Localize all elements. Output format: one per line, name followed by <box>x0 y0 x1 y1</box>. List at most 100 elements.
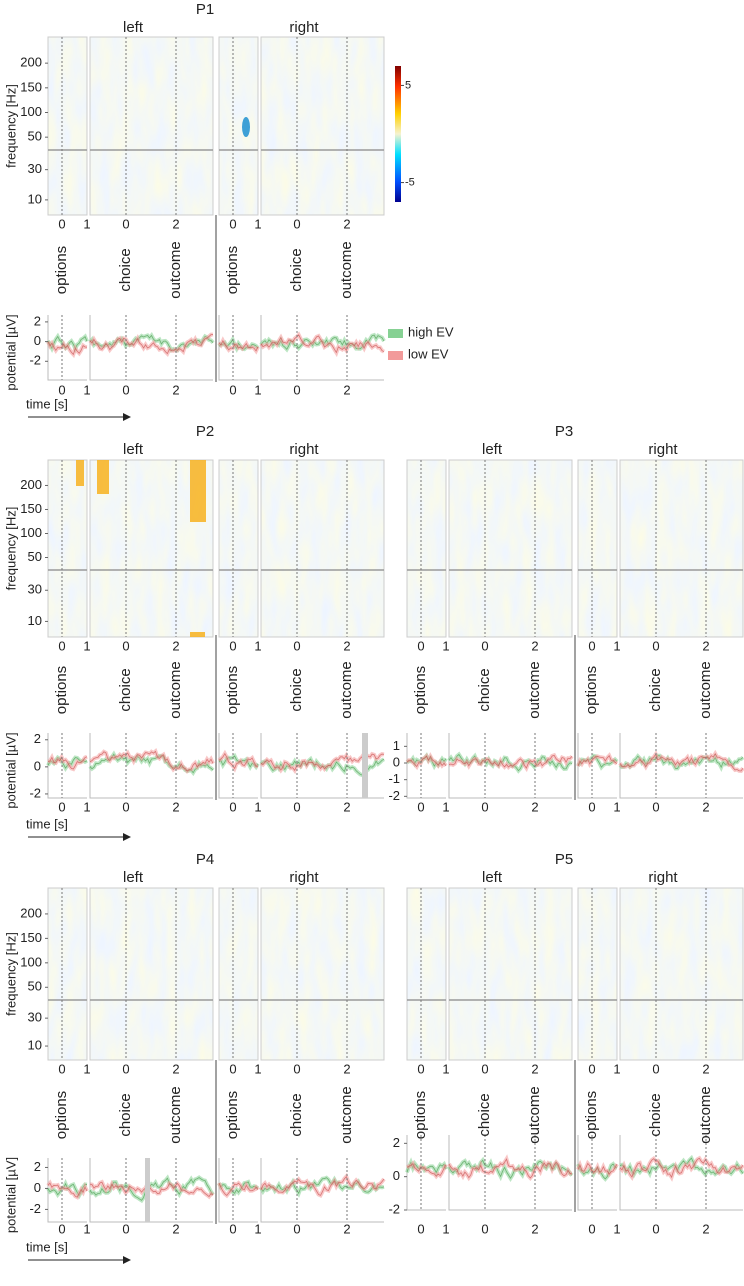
time-tick-label: 2 <box>343 638 350 653</box>
event-label: outcome <box>338 241 355 299</box>
time-tick-label: 1 <box>442 1061 449 1076</box>
panel-title: P3 <box>555 423 573 440</box>
time-tick-label: 1 <box>254 216 261 231</box>
cluster <box>190 460 206 522</box>
event-label: options <box>53 246 70 294</box>
time-tick-label: 0 <box>229 638 236 653</box>
time-tick-label: 2 <box>702 1221 709 1236</box>
spectrogram <box>449 460 572 637</box>
legend-label: high EV <box>408 324 454 339</box>
potential-tick-label: -2 <box>29 785 41 800</box>
time-tick-label: 1 <box>83 216 90 231</box>
trace <box>577 754 618 767</box>
legend-label: low EV <box>408 346 449 361</box>
event-label: options <box>53 666 70 714</box>
trace <box>47 1182 88 1198</box>
event-label: outcome <box>167 661 184 719</box>
time-tick-label: 0 <box>122 799 129 814</box>
frequency-axis-label: frequency [Hz] <box>3 932 18 1016</box>
trace-frame <box>89 1158 213 1223</box>
spectrogram <box>449 888 572 1060</box>
spectrogram-frame <box>406 459 447 638</box>
spectrogram <box>261 888 384 1060</box>
event-label: options <box>224 666 241 714</box>
trace <box>260 334 385 354</box>
event-label: outcome <box>338 661 355 719</box>
time-tick-label: 0 <box>652 1221 659 1236</box>
time-tick-label: 0 <box>481 638 488 653</box>
spectrogram-frame <box>260 36 385 216</box>
spectrogram <box>48 888 87 1060</box>
trace-frame <box>47 315 87 381</box>
frequency-tick-label: 200 <box>20 905 42 920</box>
frequency-tick-label: 30 <box>28 161 42 176</box>
time-tick-label: 2 <box>172 216 179 231</box>
trace <box>89 1181 214 1198</box>
time-tick-label: 0 <box>58 799 65 814</box>
spectrogram-frame <box>577 887 618 1061</box>
spectrogram <box>578 888 617 1060</box>
spectrogram <box>48 37 87 215</box>
potential-tick-label: -2 <box>388 788 400 803</box>
trace-frame <box>406 733 446 799</box>
time-tick-label: 0 <box>293 1061 300 1076</box>
time-tick-label: 2 <box>343 799 350 814</box>
potential-tick-label: 0 <box>34 758 41 773</box>
time-tick-label: 1 <box>613 1061 620 1076</box>
event-label: outcome <box>338 1086 355 1144</box>
trace-frame <box>218 733 258 799</box>
trace <box>406 1162 447 1177</box>
event-label: choice <box>288 248 305 291</box>
time-tick-label: 1 <box>83 382 90 397</box>
time-tick-label: 2 <box>702 1061 709 1076</box>
time-tick-label: 1 <box>254 638 261 653</box>
time-tick-label: 1 <box>254 1221 261 1236</box>
event-label: options <box>583 1091 600 1139</box>
time-tick-label: 2 <box>343 1221 350 1236</box>
spectrogram <box>261 37 384 215</box>
frequency-tick-label: 150 <box>20 930 42 945</box>
trace-frame <box>619 733 743 799</box>
spectrogram-frame <box>577 459 618 638</box>
spectrogram-frame <box>47 459 88 638</box>
frequency-axis-label: frequency [Hz] <box>3 507 18 591</box>
time-tick-label: 0 <box>481 799 488 814</box>
time-tick-label: 0 <box>122 216 129 231</box>
frequency-tick-label: 50 <box>28 979 42 994</box>
time-tick-label: 0 <box>417 1061 424 1076</box>
potential-axis-label: potential [µV] <box>3 1157 18 1233</box>
spectrogram-frame <box>260 887 385 1061</box>
frequency-tick-label: 10 <box>28 1037 42 1052</box>
time-tick-label: 2 <box>172 1221 179 1236</box>
spectrogram-frame <box>89 36 214 216</box>
spectrogram <box>620 888 743 1060</box>
time-tick-label: 0 <box>122 382 129 397</box>
event-label: choice <box>476 1093 493 1136</box>
potential-tick-label: 2 <box>34 1159 41 1174</box>
side-label: left <box>482 441 503 458</box>
time-tick-label: 0 <box>417 799 424 814</box>
time-tick-label: 0 <box>652 638 659 653</box>
frequency-tick-label: 10 <box>28 613 42 628</box>
time-tick-label: 2 <box>531 799 538 814</box>
time-tick-label: 2 <box>172 799 179 814</box>
time-tick-label: 0 <box>417 638 424 653</box>
time-axis-label: time [s] <box>26 396 68 411</box>
spectrogram-frame <box>619 459 744 638</box>
time-tick-label: 0 <box>122 1221 129 1236</box>
time-tick-label: 0 <box>417 1221 424 1236</box>
potential-axis-label: potential [µV] <box>3 732 18 808</box>
spectrogram-frame <box>89 887 214 1061</box>
colorbar-tick-label: 5 <box>405 79 411 91</box>
time-tick-label: 0 <box>588 1061 595 1076</box>
trace <box>619 1157 744 1179</box>
potential-tick-label: -2 <box>29 353 41 368</box>
time-tick-label: 2 <box>343 1061 350 1076</box>
event-label: outcome <box>526 1086 543 1144</box>
spectrogram <box>578 460 617 637</box>
potential-tick-label: 2 <box>34 731 41 746</box>
panel-title: P4 <box>196 851 214 868</box>
event-label: options <box>583 666 600 714</box>
side-label: right <box>648 869 678 886</box>
time-tick-label: 0 <box>58 1221 65 1236</box>
